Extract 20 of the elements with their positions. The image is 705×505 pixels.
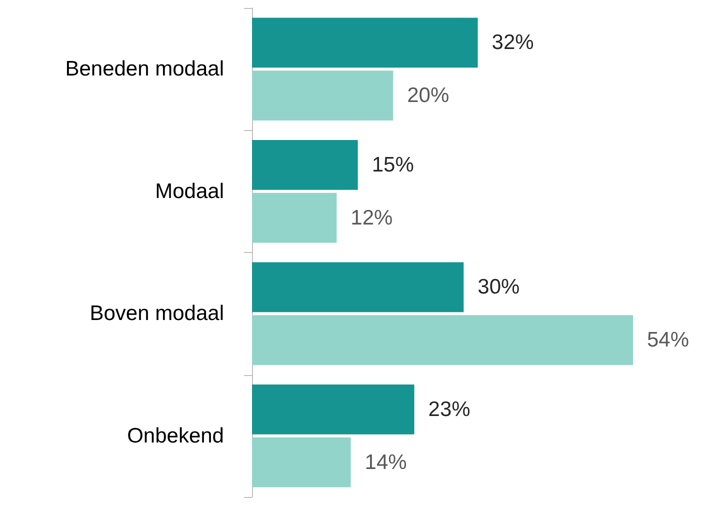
bar <box>252 140 358 190</box>
data-label: 30% <box>478 276 520 299</box>
data-label: 14% <box>364 450 407 474</box>
y-tick-label: Beneden modaal <box>65 58 224 81</box>
bar <box>252 315 633 365</box>
data-label: 23% <box>428 398 470 421</box>
data-label: 20% <box>407 84 450 108</box>
bar <box>252 262 464 312</box>
bar <box>252 70 394 120</box>
data-label: 32% <box>492 31 534 54</box>
y-tick-label: Boven modaal <box>90 302 224 326</box>
data-label: 54% <box>647 328 690 352</box>
y-tick-label: Onbekend <box>127 424 224 448</box>
bar <box>252 18 478 68</box>
data-label: 15% <box>372 153 414 176</box>
bar <box>252 192 337 243</box>
y-tick-label: Modaal <box>155 180 224 203</box>
bar <box>252 437 351 488</box>
data-label: 12% <box>350 206 393 230</box>
bar <box>252 384 414 434</box>
